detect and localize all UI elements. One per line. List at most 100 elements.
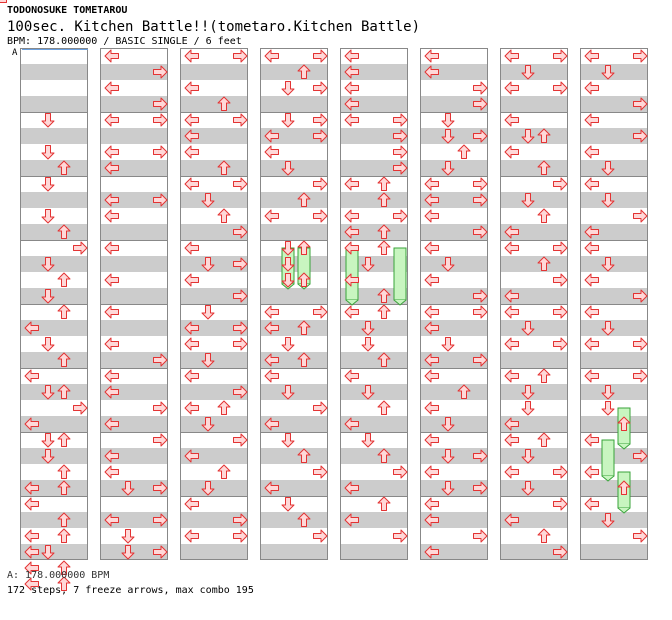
right-arrow bbox=[633, 289, 648, 303]
beat-band bbox=[420, 160, 488, 176]
left-arrow bbox=[344, 177, 359, 191]
down-arrow bbox=[521, 321, 535, 336]
beat-band bbox=[100, 96, 168, 112]
right-arrow bbox=[313, 465, 328, 479]
left-arrow bbox=[504, 241, 519, 255]
beat-band bbox=[20, 128, 88, 144]
chart-column bbox=[580, 48, 648, 560]
left-arrow bbox=[264, 305, 279, 319]
left-arrow bbox=[184, 529, 199, 543]
left-arrow bbox=[584, 337, 599, 351]
down-arrow bbox=[41, 289, 55, 304]
left-arrow bbox=[264, 369, 279, 383]
down-arrow bbox=[41, 113, 55, 128]
left-arrow bbox=[184, 129, 199, 143]
chart-column bbox=[420, 48, 488, 560]
beat-band bbox=[260, 448, 328, 464]
right-arrow bbox=[473, 81, 488, 95]
column-border bbox=[260, 48, 328, 560]
left-arrow bbox=[184, 177, 199, 191]
left-arrow bbox=[344, 225, 359, 239]
down-arrow bbox=[441, 129, 455, 144]
up-arrow bbox=[377, 224, 391, 239]
left-arrow bbox=[584, 433, 599, 447]
right-arrow bbox=[233, 513, 248, 527]
left-arrow bbox=[504, 513, 519, 527]
beat-band bbox=[500, 192, 568, 208]
right-arrow bbox=[153, 545, 168, 559]
column-border bbox=[20, 48, 88, 560]
left-arrow bbox=[104, 417, 119, 431]
left-arrow bbox=[344, 513, 359, 527]
freeze-arrow-tail bbox=[601, 475, 615, 482]
down-arrow bbox=[361, 433, 375, 448]
column-border bbox=[420, 48, 488, 560]
down-arrow bbox=[281, 161, 295, 176]
freeze-arrow-body bbox=[601, 439, 615, 477]
beat-band bbox=[20, 480, 88, 496]
beat-band bbox=[580, 352, 648, 368]
chart-column bbox=[180, 48, 248, 560]
left-arrow bbox=[104, 305, 119, 319]
beat-band bbox=[100, 256, 168, 272]
left-arrow bbox=[184, 145, 199, 159]
beat-band bbox=[500, 320, 568, 336]
bpm-legend: A: 178.000000 BPM bbox=[7, 570, 110, 581]
up-arrow bbox=[57, 432, 71, 447]
left-arrow bbox=[504, 145, 519, 159]
beat-band bbox=[340, 512, 408, 528]
beat-band bbox=[340, 416, 408, 432]
right-arrow bbox=[233, 257, 248, 271]
beat-band bbox=[100, 512, 168, 528]
beat-band bbox=[100, 64, 168, 80]
right-arrow bbox=[153, 113, 168, 127]
right-arrow bbox=[313, 81, 328, 95]
down-arrow bbox=[41, 209, 55, 224]
beat-band bbox=[180, 480, 248, 496]
right-arrow bbox=[633, 449, 648, 463]
beat-band bbox=[20, 256, 88, 272]
up-arrow bbox=[377, 176, 391, 191]
right-arrow bbox=[393, 113, 408, 127]
up-arrow bbox=[537, 208, 551, 223]
down-arrow bbox=[521, 193, 535, 208]
up-arrow bbox=[377, 288, 391, 303]
beat-band bbox=[420, 384, 488, 400]
left-arrow bbox=[424, 321, 439, 335]
beat-band bbox=[180, 128, 248, 144]
right-arrow bbox=[473, 449, 488, 463]
left-arrow bbox=[344, 97, 359, 111]
left-arrow bbox=[24, 417, 39, 431]
down-arrow bbox=[521, 385, 535, 400]
left-arrow bbox=[424, 177, 439, 191]
right-arrow bbox=[473, 97, 488, 111]
beat-band bbox=[100, 160, 168, 176]
down-arrow bbox=[201, 305, 215, 320]
beat-band bbox=[260, 416, 328, 432]
right-arrow bbox=[313, 529, 328, 543]
beat-band bbox=[20, 512, 88, 528]
left-arrow bbox=[24, 561, 39, 575]
left-arrow bbox=[504, 369, 519, 383]
up-arrow bbox=[57, 384, 71, 399]
beat-band bbox=[260, 480, 328, 496]
left-arrow bbox=[344, 417, 359, 431]
down-arrow bbox=[281, 273, 295, 288]
beat-band bbox=[20, 192, 88, 208]
left-arrow bbox=[424, 241, 439, 255]
down-arrow bbox=[361, 257, 375, 272]
down-arrow bbox=[441, 113, 455, 128]
up-arrow bbox=[377, 240, 391, 255]
chart-column bbox=[500, 48, 568, 560]
down-arrow bbox=[521, 65, 535, 80]
beat-band bbox=[180, 256, 248, 272]
beat-band bbox=[180, 224, 248, 240]
beat-band bbox=[340, 128, 408, 144]
left-arrow bbox=[184, 81, 199, 95]
beat-band bbox=[580, 192, 648, 208]
beat-band bbox=[100, 128, 168, 144]
beat-band bbox=[260, 64, 328, 80]
right-arrow bbox=[73, 401, 88, 415]
right-arrow bbox=[233, 529, 248, 543]
